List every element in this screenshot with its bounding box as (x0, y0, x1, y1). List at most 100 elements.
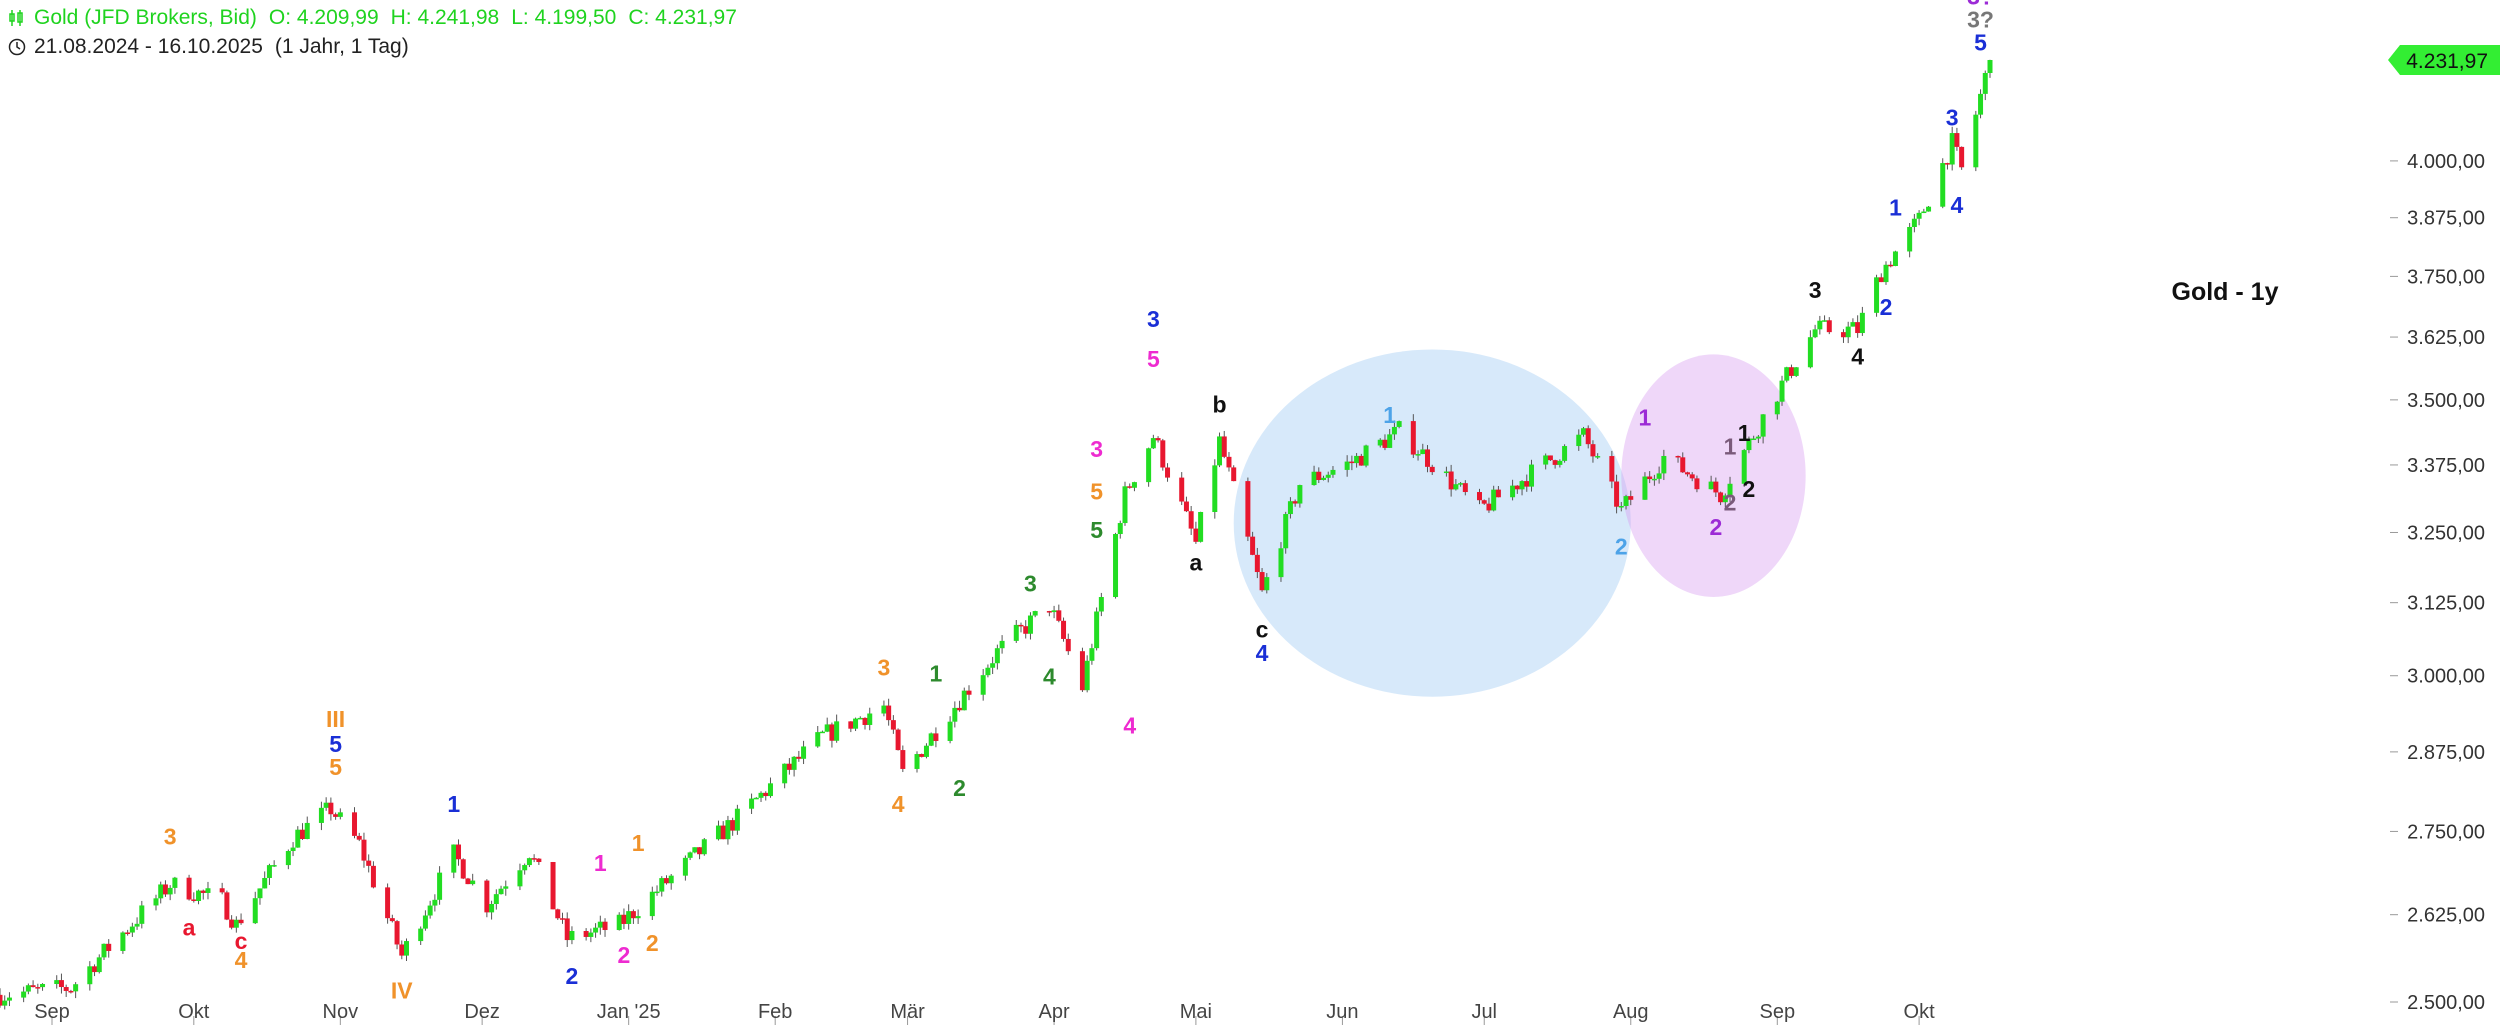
candle (1155, 436, 1161, 443)
candle (1944, 162, 1950, 170)
candle (489, 900, 495, 920)
candle (1741, 448, 1747, 487)
candle (1165, 463, 1171, 482)
candle (1826, 317, 1832, 335)
chart-period: (1 Jahr, 1 Tag) (274, 35, 409, 58)
wave-label: 4 (892, 791, 905, 817)
candle (786, 758, 792, 775)
candle (1926, 205, 1932, 212)
wave-label: 1 (594, 850, 607, 876)
wave-label: 3 (1024, 570, 1037, 596)
candle (456, 839, 462, 866)
candle (1859, 306, 1865, 336)
candle (1486, 497, 1492, 513)
candle (465, 877, 471, 885)
candle (503, 880, 509, 896)
candle (432, 894, 438, 912)
candle (1330, 466, 1336, 478)
price-tick-label: 3.375,00 (2407, 455, 2485, 477)
candle (1949, 126, 1955, 171)
candle (682, 855, 688, 881)
candle (725, 815, 731, 845)
candle (1113, 532, 1119, 599)
candle (1614, 474, 1620, 514)
candle (1585, 425, 1591, 449)
candle (1547, 455, 1553, 462)
candle (1363, 444, 1369, 468)
candle (1231, 465, 1237, 482)
candle (701, 838, 707, 856)
time-tick-label: Sep (1759, 1001, 1795, 1023)
candle (569, 926, 575, 945)
candle (1793, 367, 1799, 378)
price-tick-label: 2.500,00 (2407, 992, 2485, 1014)
candle (1751, 435, 1757, 441)
candle (853, 717, 859, 732)
candle (1354, 453, 1360, 468)
candle (1089, 643, 1095, 665)
candle (1656, 466, 1662, 484)
candle (437, 866, 443, 905)
candle (564, 912, 570, 947)
candle (337, 808, 343, 820)
wave-label: 3? (1967, 6, 1994, 32)
candle (1292, 499, 1298, 507)
candle (418, 926, 424, 945)
candle (1283, 511, 1289, 554)
wave-label: 1 (1724, 433, 1737, 459)
candle (219, 882, 225, 895)
high-value: H: 4.241,98 (390, 6, 500, 29)
time-tick-label: Jun (1326, 1001, 1358, 1023)
candle (361, 832, 367, 868)
candle (1675, 455, 1681, 463)
candle (1510, 479, 1516, 501)
candle (205, 881, 211, 900)
candle (834, 714, 840, 743)
candle (399, 940, 405, 960)
wave-label: 1 (1738, 420, 1751, 446)
wave-label: 4 (1851, 343, 1864, 369)
candle (1580, 426, 1586, 437)
candle (200, 889, 206, 900)
candle (1576, 429, 1582, 451)
wave-label: 3 (1147, 306, 1160, 332)
candle (1212, 459, 1218, 519)
candle (531, 854, 537, 863)
candle (370, 861, 376, 889)
candle (1065, 633, 1071, 655)
candle (687, 851, 693, 861)
candle (1287, 497, 1293, 519)
candle (763, 791, 769, 801)
candle (947, 716, 953, 744)
candle (40, 983, 46, 991)
candle (153, 894, 159, 911)
candle (1694, 475, 1700, 493)
candle (886, 698, 892, 726)
candle (25, 983, 31, 995)
candle (1254, 547, 1260, 579)
price-tick-label: 4.000,00 (2407, 151, 2485, 173)
open-value: O: 4.209,99 (268, 6, 379, 29)
candle (1264, 573, 1270, 594)
candle (848, 721, 854, 733)
candle (1883, 261, 1889, 285)
candle (1973, 110, 1979, 172)
time-tick-label: Jul (1471, 1001, 1497, 1023)
candle (1316, 467, 1322, 484)
wave-label: 3 (1809, 277, 1822, 303)
candle (1916, 210, 1922, 226)
candle (1855, 315, 1861, 338)
candle (356, 832, 362, 842)
candle (318, 801, 324, 831)
candle (1590, 440, 1596, 463)
candle (635, 909, 641, 924)
wave-label: 5 (1090, 479, 1103, 505)
candle (867, 707, 873, 731)
candle (333, 812, 339, 820)
candle (186, 874, 192, 901)
candle (257, 888, 263, 905)
candle (1377, 438, 1383, 448)
wave-label: 5 (329, 731, 342, 757)
candles-layer (0, 59, 1993, 1010)
